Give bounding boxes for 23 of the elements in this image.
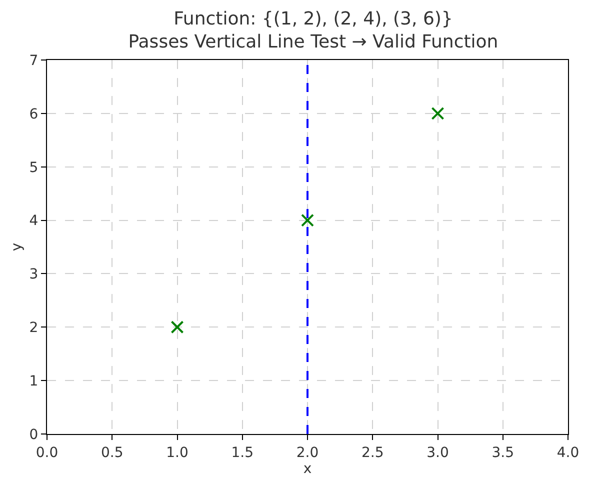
y-tick-label: 5 <box>29 160 38 176</box>
chart-title: Function: {(1, 2), (2, 4), (3, 6)} Passes Vertical Line Test → Valid Function <box>128 8 498 53</box>
point <box>170 320 184 334</box>
point <box>301 214 314 227</box>
x-tick-label: 1.0 <box>166 444 188 461</box>
y-tick-label: 7 <box>29 52 38 69</box>
y-tick-label: 4 <box>29 213 38 230</box>
point <box>431 106 444 120</box>
x-tick-label: 3.0 <box>426 444 449 461</box>
y-tick-label: 3 <box>29 266 38 283</box>
x-tick-label: 0.5 <box>100 444 124 461</box>
y-tick-label: 1 <box>29 373 38 390</box>
x-tick-label: 3.5 <box>492 444 514 461</box>
x-tick-label: 1.5 <box>231 444 254 461</box>
y-axis-title: y <box>8 242 25 252</box>
x-tick-label: 4.0 <box>556 444 580 461</box>
x-tick-label: 2.5 <box>361 444 384 461</box>
y-tick-label: 0 <box>29 426 38 443</box>
x-axis-title: x <box>303 460 312 477</box>
x-tick-label: 2.0 <box>296 444 319 461</box>
y-tick-label: 6 <box>29 106 38 122</box>
x-tick-label: 0.0 <box>36 444 58 461</box>
y-tick-label: 2 <box>29 320 38 336</box>
